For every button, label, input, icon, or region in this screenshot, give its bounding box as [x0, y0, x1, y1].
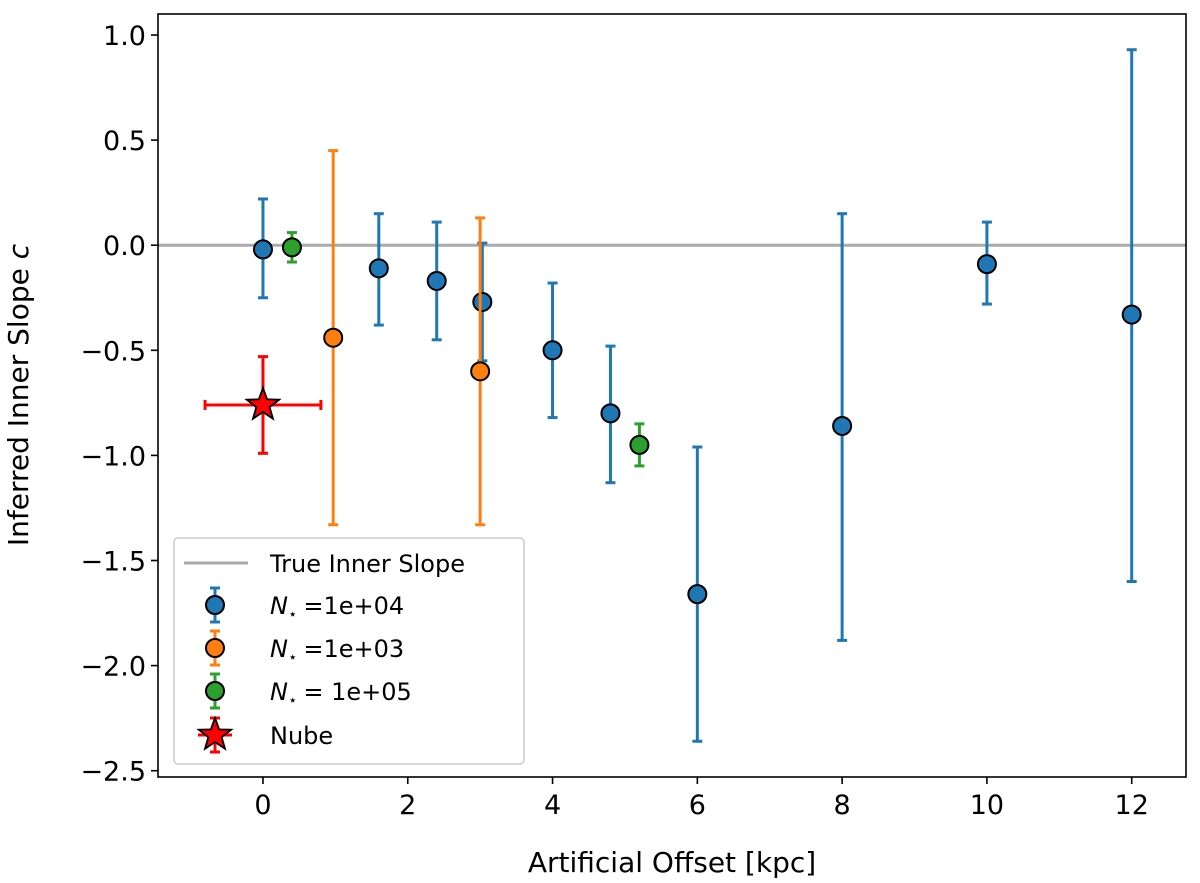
- y-axis-label: Inferred Inner Slope c: [2, 243, 35, 546]
- data-point: [323, 149, 344, 527]
- x-tick-label: 4: [544, 790, 561, 821]
- x-tick-label: 2: [399, 790, 416, 821]
- data-point: [281, 231, 302, 264]
- y-tick-label: −1.0: [80, 441, 146, 472]
- data-point: [629, 422, 650, 468]
- x-tick-label: 12: [1115, 790, 1149, 821]
- y-tick-label: 0.5: [103, 126, 146, 157]
- circle-marker: [600, 403, 621, 424]
- x-axis-label: Artificial Offset [kpc]: [528, 846, 816, 879]
- legend-label: N⋆ = 1e+05: [270, 678, 412, 709]
- circle-marker: [323, 327, 344, 348]
- circle-marker: [1121, 304, 1142, 325]
- y-tick-label: 0.0: [103, 231, 146, 262]
- data-point: [426, 220, 447, 342]
- circle-marker: [281, 237, 302, 258]
- axis-ticks: 0 2 4 6 8 10 12 1.0 0.5 0.0 −0.5 −1.0 −1.5 −2.0 −2.5: [80, 21, 1148, 821]
- legend-label: Nube: [270, 722, 333, 750]
- circle-marker: [470, 361, 491, 382]
- x-tick-label: 6: [689, 790, 706, 821]
- legend-label: N⋆ =1e+04: [270, 592, 404, 623]
- legend-label: N⋆ =1e+03: [270, 635, 404, 666]
- data-point: [832, 212, 853, 642]
- data-point: [687, 445, 708, 743]
- x-tick-label: 8: [834, 790, 851, 821]
- data-point: [252, 197, 273, 300]
- x-tick-label: 0: [254, 790, 271, 821]
- circle-marker: [976, 254, 997, 275]
- data-points-layer: [203, 48, 1142, 743]
- legend-star-marker: [196, 715, 234, 751]
- star-marker: [244, 385, 282, 421]
- data-point: [203, 355, 323, 455]
- data-point: [1121, 48, 1142, 584]
- data-point: [470, 216, 491, 527]
- x-tick-label: 10: [970, 790, 1004, 821]
- y-tick-label: −1.5: [80, 547, 146, 578]
- y-tick-label: −2.0: [80, 652, 146, 683]
- legend-box: [173, 537, 525, 765]
- circle-marker: [368, 258, 389, 279]
- data-point: [976, 220, 997, 306]
- y-tick-label: −2.5: [80, 757, 146, 788]
- circle-marker: [687, 584, 708, 605]
- legend-label: True Inner Slope: [269, 550, 465, 578]
- plot-frame: [157, 13, 1187, 778]
- circle-marker: [832, 415, 853, 436]
- legend: True Inner Slope N⋆ =1e+04 N⋆ =1e+03 N⋆ = 1e+0…: [173, 537, 525, 765]
- legend-circle-marker: [205, 595, 225, 615]
- data-point: [600, 344, 621, 485]
- circle-marker: [542, 340, 563, 361]
- circle-marker: [252, 239, 273, 260]
- y-tick-label: −0.5: [80, 336, 146, 367]
- circle-marker: [426, 270, 447, 291]
- circle-marker: [472, 291, 493, 312]
- data-point: [368, 212, 389, 327]
- legend-circle-marker: [205, 638, 225, 658]
- y-tick-label: 1.0: [103, 21, 146, 52]
- data-point: [542, 281, 563, 420]
- legend-circle-marker: [205, 681, 225, 701]
- circle-marker: [629, 434, 650, 455]
